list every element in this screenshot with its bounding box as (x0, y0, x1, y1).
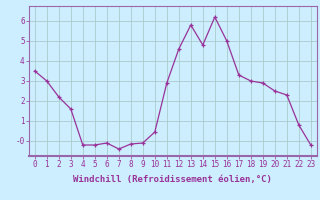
X-axis label: Windchill (Refroidissement éolien,°C): Windchill (Refroidissement éolien,°C) (73, 175, 272, 184)
